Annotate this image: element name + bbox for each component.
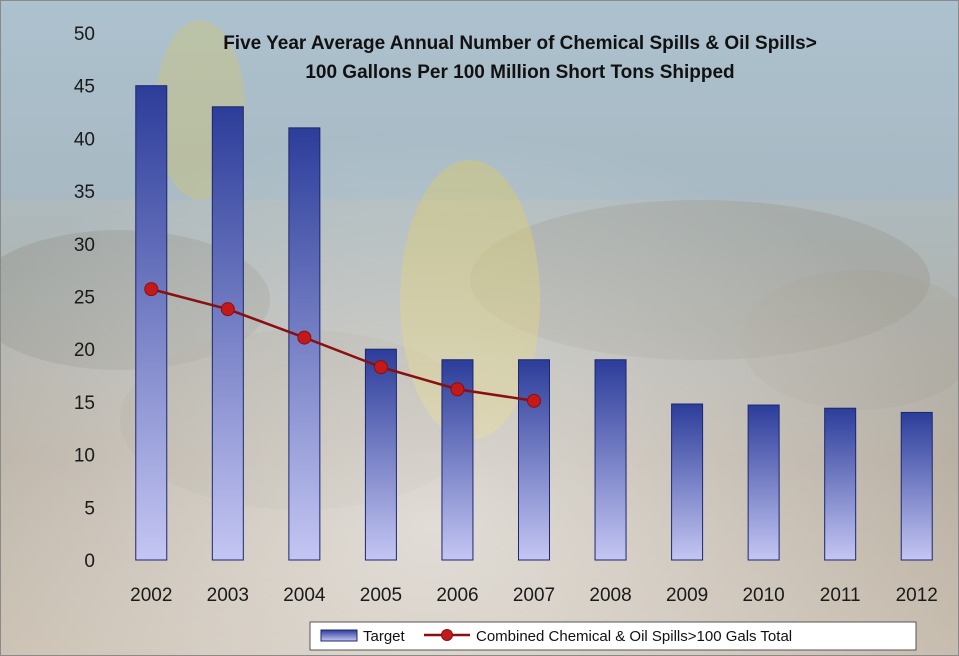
y-tick-label: 35: [74, 182, 95, 203]
x-tick-label: 2004: [283, 585, 326, 606]
x-tick-label: 2003: [207, 585, 249, 606]
point-combined-spills: [527, 393, 541, 408]
y-tick-label: 30: [74, 235, 95, 256]
point-combined-spills: [373, 360, 388, 375]
point-combined-spills: [220, 302, 235, 317]
bar-target: [364, 348, 397, 561]
x-axis: 2002 2003 2004 2005 2006 2007 2008 2009 2010 2011…: [130, 585, 938, 606]
x-tick-label: 2007: [513, 585, 555, 606]
y-tick-label: 45: [74, 77, 95, 98]
chart-title-line-2: 100 Gallons Per 100 Million Short Tons S…: [305, 62, 734, 83]
chart-title: Five Year Average Annual Number of Chemi…: [223, 33, 817, 83]
bar-target: [518, 359, 550, 561]
y-tick-label: 15: [74, 393, 95, 414]
y-tick-label: 25: [74, 288, 95, 309]
y-axis: 0 5 10 15 20 25 30 35 40 45 50: [74, 24, 95, 572]
x-tick-label: 2012: [896, 585, 938, 606]
bar-target: [594, 359, 627, 561]
y-tick-label: 20: [74, 340, 95, 361]
x-tick-label: 2006: [436, 585, 478, 606]
point-combined-spills: [144, 282, 159, 297]
bar-target: [900, 411, 933, 561]
bar-target: [211, 106, 244, 561]
legend-target-label: Target: [363, 628, 406, 645]
legend-combined-label: Combined Chemical & Oil Spills>100 Gals …: [476, 628, 792, 645]
legend: Target Combined Chemical & Oil Spills>10…: [309, 621, 917, 651]
legend-line-marker: [441, 629, 453, 641]
y-tick-label: 40: [74, 129, 95, 150]
bar-target: [135, 85, 168, 561]
y-tick-label: 10: [74, 446, 95, 467]
x-tick-label: 2005: [360, 585, 402, 606]
x-tick-label: 2008: [589, 585, 631, 606]
bar-target: [671, 403, 704, 561]
line-combined-spills: [150, 287, 535, 403]
legend-box: [309, 621, 917, 651]
target-bars: [135, 85, 933, 561]
y-tick-label: 50: [74, 24, 95, 45]
bar-target: [747, 404, 780, 561]
x-tick-label: 2010: [742, 585, 784, 606]
x-tick-label: 2002: [130, 585, 172, 606]
y-tick-label: 0: [84, 551, 95, 572]
legend-target-swatch: [320, 629, 358, 642]
x-tick-label: 2009: [666, 585, 708, 606]
combined-spills-line: [144, 282, 541, 408]
chart-title-line-1: Five Year Average Annual Number of Chemi…: [223, 33, 817, 54]
point-combined-spills: [450, 382, 465, 397]
y-tick-label: 5: [84, 498, 95, 519]
x-tick-label: 2011: [820, 585, 861, 606]
point-combined-spills: [297, 330, 312, 345]
bar-target: [824, 407, 857, 561]
